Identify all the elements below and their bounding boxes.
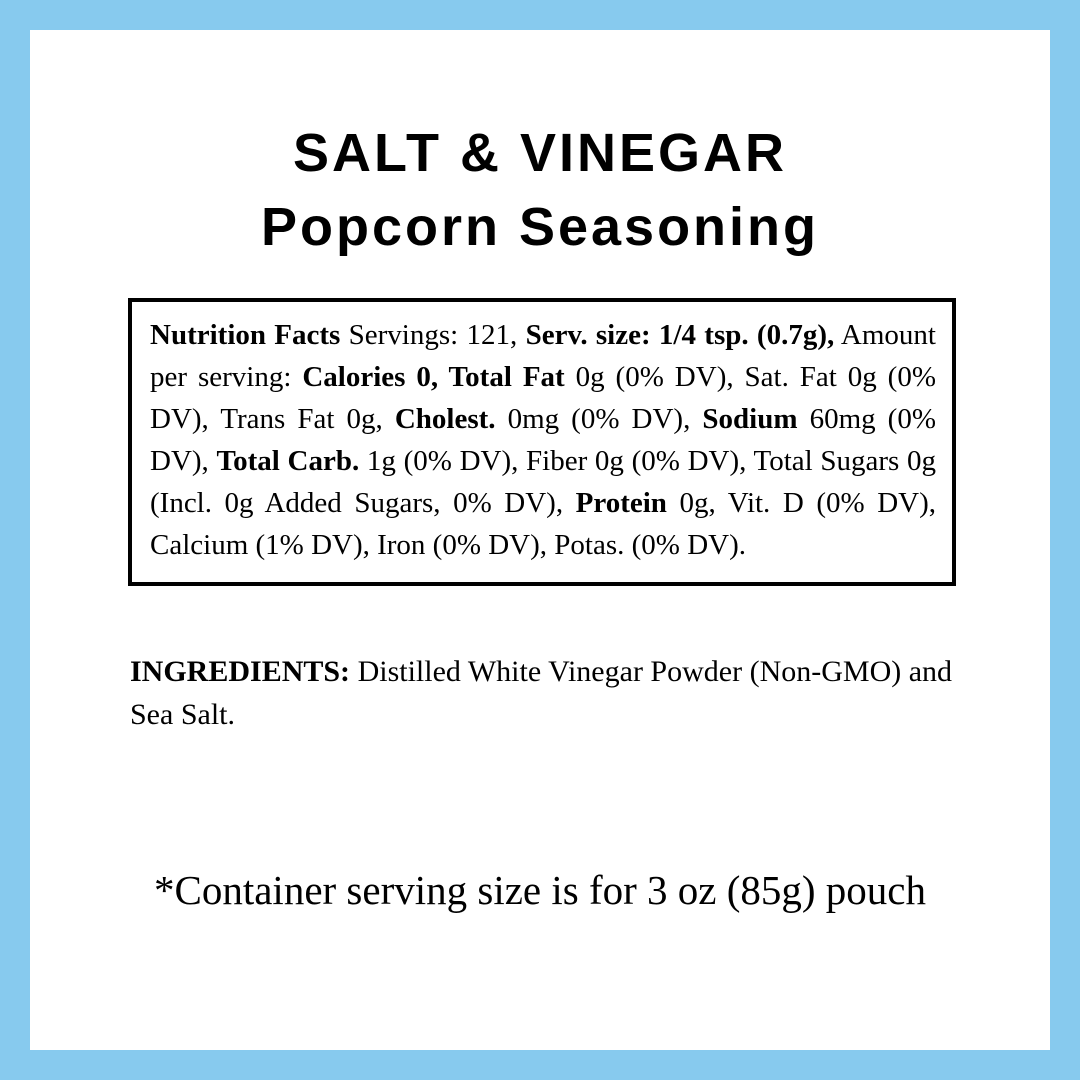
product-title-line2: Popcorn Seasoning: [260, 197, 820, 257]
ingredients-text: INGREDIENTS: Distilled White Vinegar Pow…: [130, 655, 953, 731]
product-title: SALT & VINEGAR Popcorn Seasoning: [30, 116, 1050, 264]
nutrition-facts-box: Nutrition Facts Servings: 121, Serv. siz…: [128, 298, 956, 586]
container-serving-footnote: *Container serving size is for 3 oz (85g…: [154, 867, 926, 913]
product-title-line1: SALT & VINEGAR: [292, 123, 787, 183]
label-card: SALT & VINEGAR Popcorn Seasoning Nutriti…: [30, 30, 1050, 1050]
